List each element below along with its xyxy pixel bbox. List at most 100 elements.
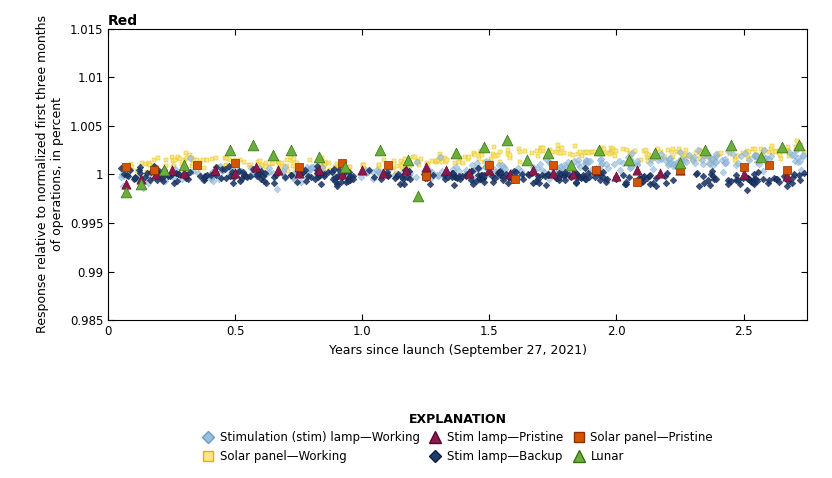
Point [438, 175, 452, 183]
Point [247, 165, 260, 173]
Point [288, 171, 301, 178]
Point [144, 168, 157, 175]
Point [275, 159, 288, 166]
Point [706, 172, 720, 180]
Point [549, 174, 562, 182]
Point [675, 156, 688, 163]
Point [747, 178, 760, 186]
Point [633, 175, 646, 183]
Point [705, 157, 718, 164]
Point [568, 142, 582, 150]
Point [580, 175, 593, 183]
Point [712, 151, 726, 158]
Point [491, 172, 504, 180]
Point [623, 164, 636, 172]
Point [498, 170, 512, 177]
Point [200, 171, 213, 179]
Point [314, 162, 328, 169]
Point [143, 162, 156, 169]
Point [388, 172, 401, 179]
Point [596, 159, 609, 167]
Point [757, 147, 770, 154]
Point [294, 170, 307, 177]
Point [553, 163, 567, 171]
Point [646, 179, 659, 186]
Point [566, 168, 579, 175]
Point [156, 173, 169, 181]
Point [535, 166, 548, 174]
Point [429, 159, 443, 166]
Point [370, 166, 384, 174]
Point [617, 145, 630, 152]
Point [740, 148, 753, 155]
Point [770, 175, 783, 183]
Point [731, 176, 745, 184]
Point [762, 148, 775, 156]
Point [128, 174, 141, 182]
Point [602, 149, 615, 157]
Point [114, 164, 127, 172]
Point [143, 161, 156, 168]
Point [178, 169, 191, 176]
Point [419, 173, 433, 180]
Point [493, 149, 507, 156]
Point [780, 147, 794, 154]
Point [748, 152, 761, 160]
Point [695, 156, 708, 163]
Point [765, 145, 778, 152]
Point [459, 166, 473, 174]
Point [513, 148, 527, 155]
Point [724, 141, 737, 149]
Point [569, 170, 582, 178]
Point [181, 175, 195, 183]
Point [256, 162, 270, 169]
Point [342, 174, 355, 182]
Point [208, 166, 221, 174]
Point [435, 158, 448, 165]
Point [359, 169, 373, 176]
Point [702, 176, 716, 184]
Point [342, 167, 355, 174]
Point [463, 173, 476, 181]
Point [301, 173, 314, 180]
Point [699, 147, 712, 155]
Point [119, 163, 132, 170]
Point [372, 161, 385, 169]
Point [367, 173, 380, 181]
Point [525, 169, 538, 176]
Point [492, 151, 505, 159]
Point [325, 168, 339, 175]
Point [483, 158, 496, 165]
Point [362, 168, 375, 176]
Point [119, 180, 132, 188]
Point [756, 167, 770, 174]
Point [216, 166, 230, 174]
Point [304, 163, 317, 171]
Point [692, 182, 706, 190]
Point [330, 182, 344, 190]
Point [313, 168, 326, 175]
Point [161, 172, 175, 180]
Point [552, 176, 566, 184]
Point [191, 156, 204, 163]
Point [745, 178, 759, 186]
Point [473, 150, 487, 158]
Point [686, 156, 700, 164]
Point [468, 152, 482, 159]
Point [741, 175, 755, 183]
Point [287, 172, 300, 180]
Point [676, 154, 690, 162]
Point [557, 161, 571, 168]
Point [682, 151, 696, 159]
Point [398, 180, 411, 188]
Point [246, 170, 260, 177]
Point [131, 176, 145, 184]
Point [736, 149, 750, 157]
Point [723, 151, 736, 158]
Point [483, 164, 496, 172]
Point [514, 174, 527, 181]
Point [226, 163, 240, 171]
Point [186, 168, 200, 175]
Point [546, 148, 559, 156]
Point [782, 177, 795, 185]
